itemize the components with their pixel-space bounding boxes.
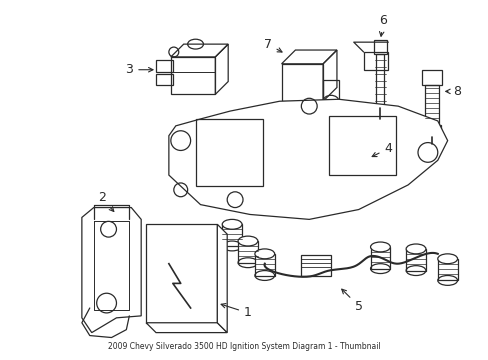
Bar — [254, 254, 274, 275]
Text: 1: 1 — [221, 303, 251, 319]
Bar — [301, 255, 330, 276]
Bar — [195, 119, 262, 186]
Ellipse shape — [370, 242, 389, 252]
Polygon shape — [217, 224, 227, 333]
Bar — [156, 74, 172, 85]
Bar — [170, 57, 215, 94]
Bar — [406, 249, 425, 271]
Bar — [376, 54, 384, 108]
Bar — [281, 64, 323, 101]
Text: 6: 6 — [379, 14, 386, 36]
Ellipse shape — [222, 219, 242, 229]
Text: 7: 7 — [263, 38, 282, 52]
Ellipse shape — [254, 249, 274, 259]
Ellipse shape — [406, 244, 425, 254]
Polygon shape — [81, 208, 141, 333]
Bar — [424, 85, 438, 125]
Text: 4: 4 — [371, 142, 391, 157]
Bar — [370, 247, 389, 269]
Bar — [422, 125, 440, 137]
Ellipse shape — [238, 236, 257, 246]
Text: 2: 2 — [98, 191, 114, 211]
Bar — [373, 40, 386, 54]
Bar — [222, 224, 242, 246]
Polygon shape — [146, 323, 227, 333]
Bar — [323, 80, 338, 101]
Bar — [363, 52, 387, 70]
Text: 5: 5 — [341, 289, 362, 312]
Text: 3: 3 — [125, 63, 153, 76]
Text: 2009 Chevy Silverado 3500 HD Ignition System Diagram 1 - Thumbnail: 2009 Chevy Silverado 3500 HD Ignition Sy… — [107, 342, 380, 351]
Text: 8: 8 — [445, 85, 461, 98]
Bar — [156, 60, 172, 72]
Bar — [421, 70, 441, 85]
Bar — [146, 224, 217, 323]
Bar — [328, 116, 395, 175]
Bar — [238, 241, 257, 263]
Polygon shape — [168, 99, 447, 219]
Bar — [437, 259, 457, 280]
Ellipse shape — [437, 254, 457, 264]
